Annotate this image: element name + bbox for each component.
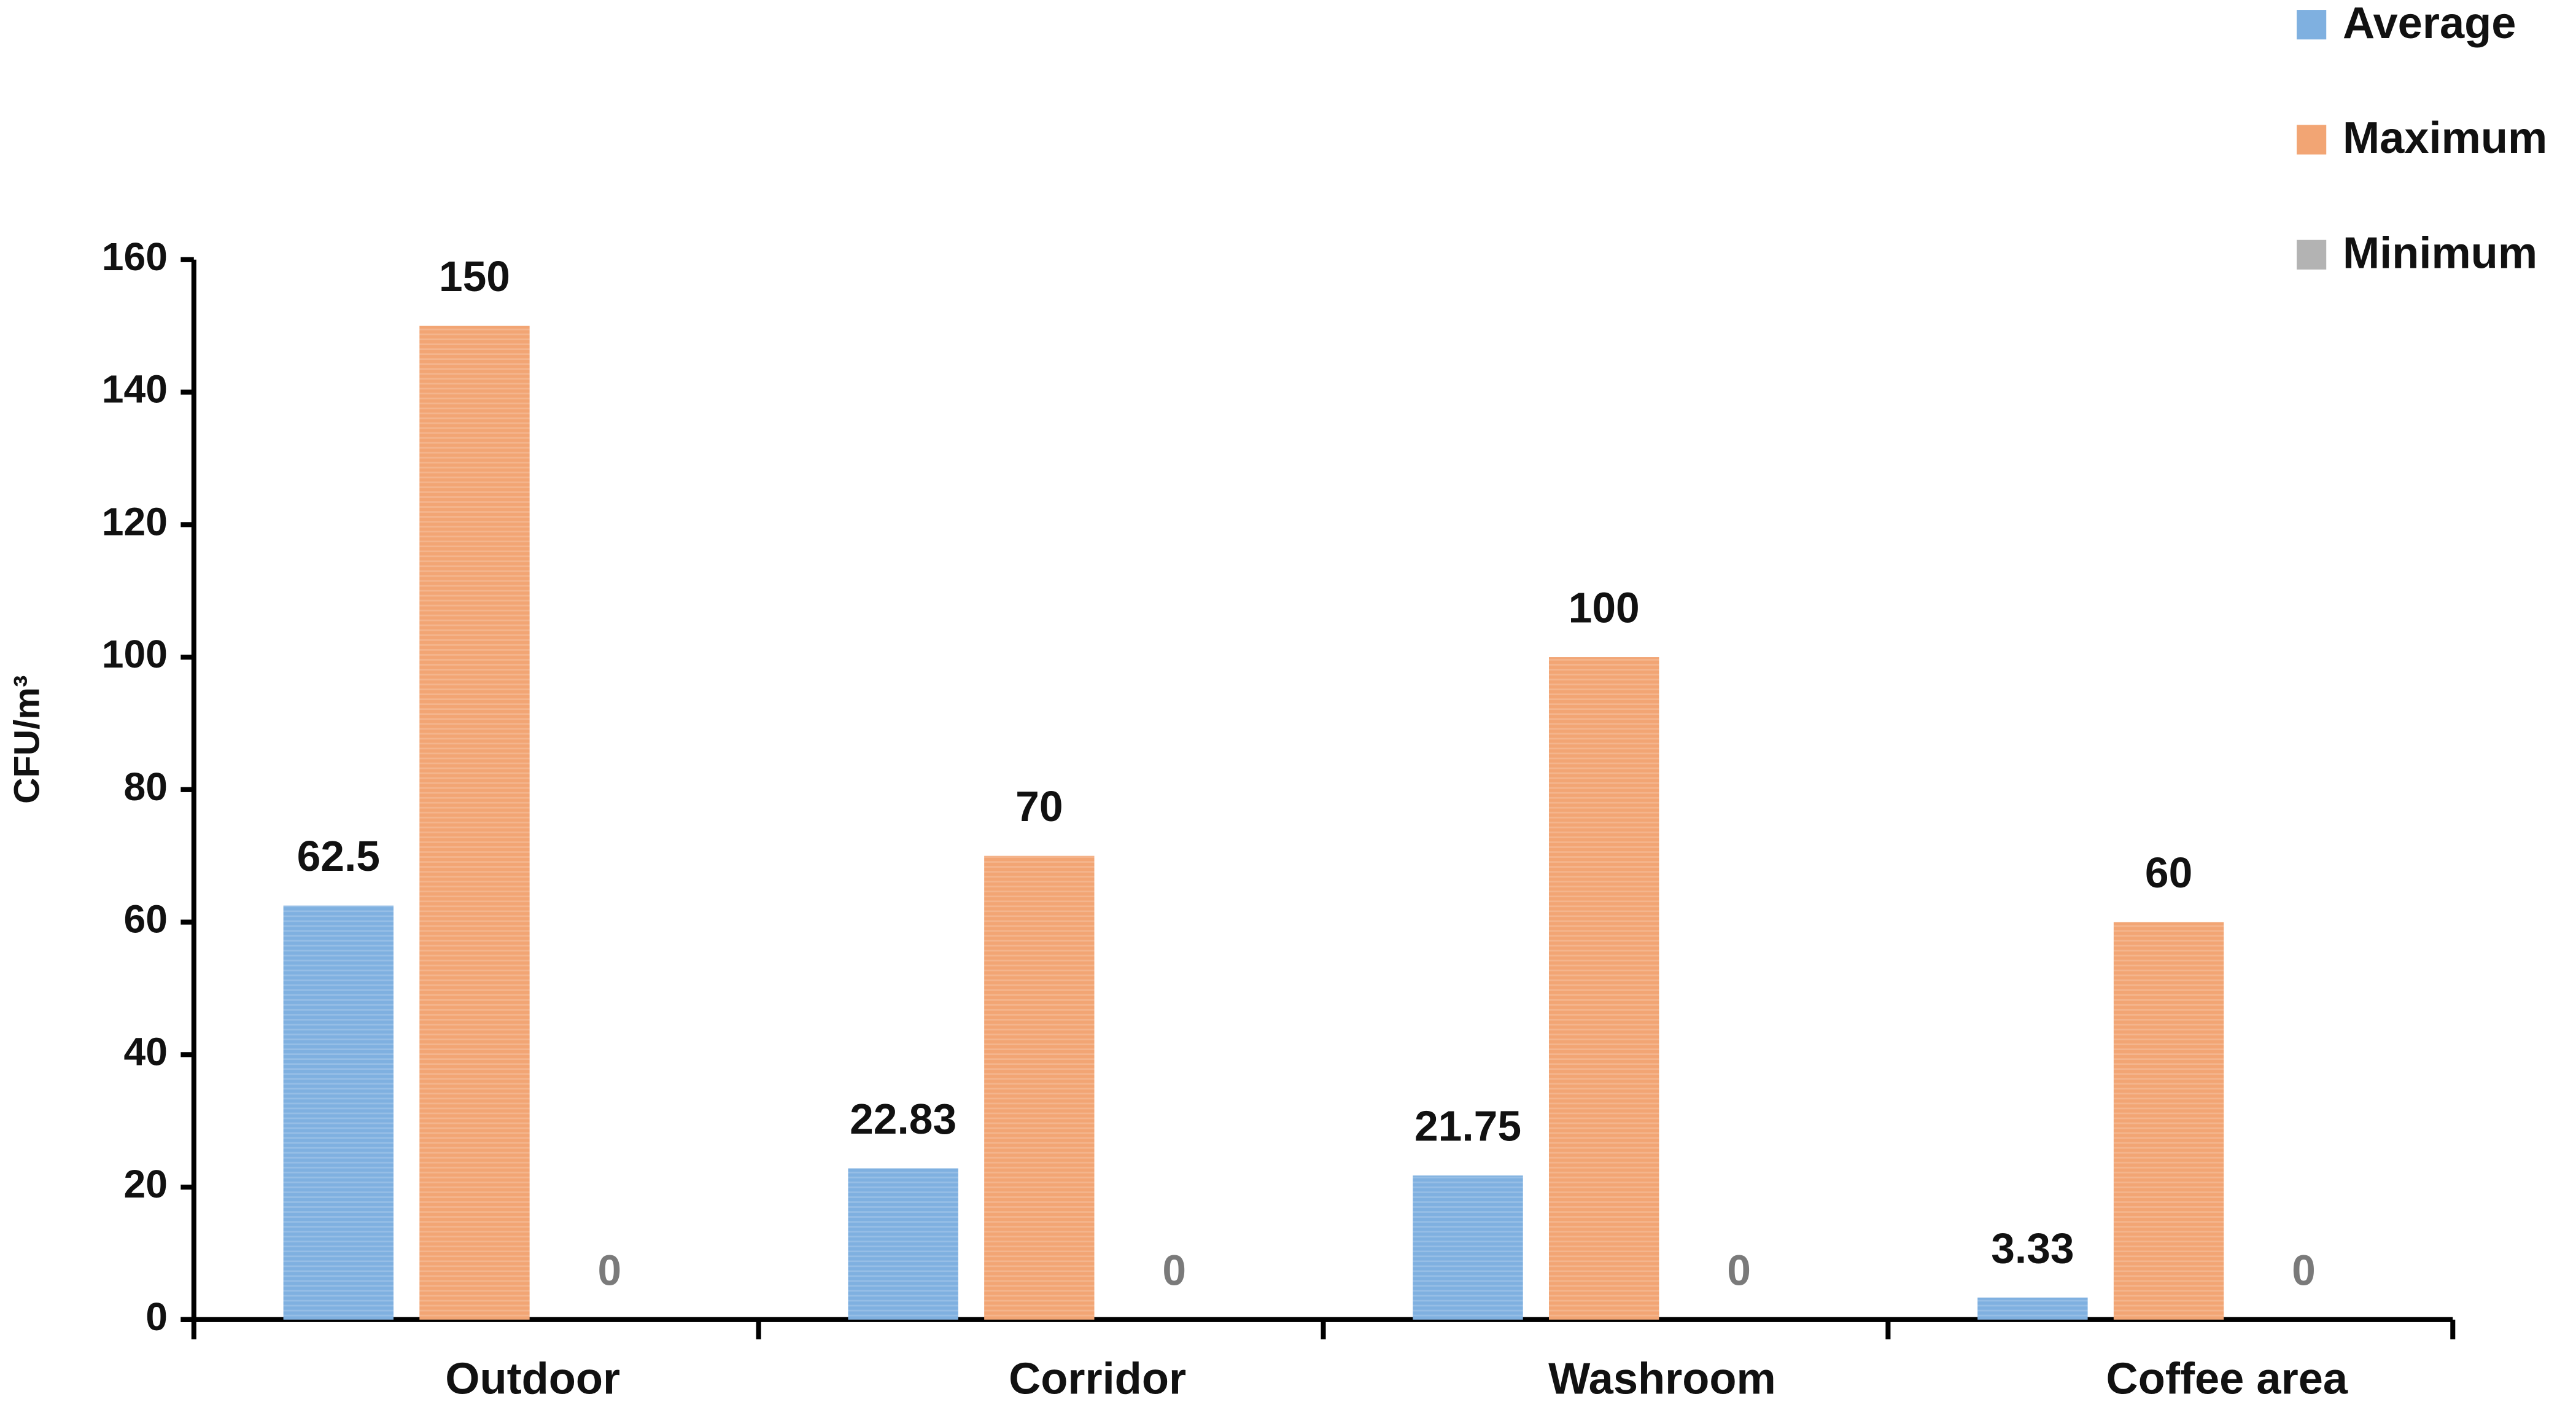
- value-label: 0: [597, 1246, 621, 1294]
- y-tick-label: 120: [102, 499, 168, 543]
- bar-texture: [1413, 1175, 1523, 1320]
- bar-texture: [1977, 1297, 2088, 1320]
- y-tick-label: 100: [102, 632, 168, 676]
- legend-swatch: [2297, 240, 2327, 270]
- x-tick-label: Washroom: [1548, 1355, 1776, 1404]
- legend-label: Maximum: [2343, 114, 2547, 163]
- y-tick-label: 40: [124, 1029, 168, 1073]
- y-tick-label: 60: [124, 897, 168, 941]
- value-label: 100: [1569, 584, 1640, 632]
- value-label: 150: [439, 252, 510, 300]
- bar-texture: [2113, 922, 2224, 1320]
- y-tick-label: 160: [102, 235, 168, 279]
- bar-texture: [1549, 657, 1659, 1320]
- value-label: 21.75: [1414, 1102, 1521, 1150]
- y-tick-label: 140: [102, 367, 168, 411]
- value-label: 62.5: [297, 832, 380, 880]
- legend-label: Minimum: [2343, 229, 2537, 278]
- y-tick-label: 80: [124, 765, 168, 809]
- bar-texture: [283, 905, 394, 1320]
- value-label: 3.33: [1991, 1224, 2074, 1272]
- x-tick-label: Corridor: [1009, 1355, 1186, 1404]
- value-label: 0: [1727, 1246, 1751, 1294]
- x-tick-label: Coffee area: [2106, 1355, 2348, 1404]
- value-label: 22.83: [850, 1095, 956, 1143]
- bar-texture: [848, 1168, 958, 1320]
- y-tick-label: 20: [124, 1162, 168, 1206]
- value-label: 70: [1015, 782, 1063, 830]
- value-label: 0: [2292, 1246, 2316, 1294]
- value-label: 60: [2145, 849, 2192, 897]
- legend-label: Average: [2343, 0, 2516, 48]
- y-axis-title: CFU/m³: [7, 676, 47, 804]
- y-tick-label: 0: [145, 1295, 168, 1339]
- bar-texture: [419, 325, 530, 1320]
- bar-texture: [984, 855, 1095, 1320]
- legend-swatch: [2297, 10, 2327, 40]
- x-tick-label: Outdoor: [445, 1355, 620, 1404]
- value-label: 0: [1162, 1246, 1186, 1294]
- legend-swatch: [2297, 125, 2327, 155]
